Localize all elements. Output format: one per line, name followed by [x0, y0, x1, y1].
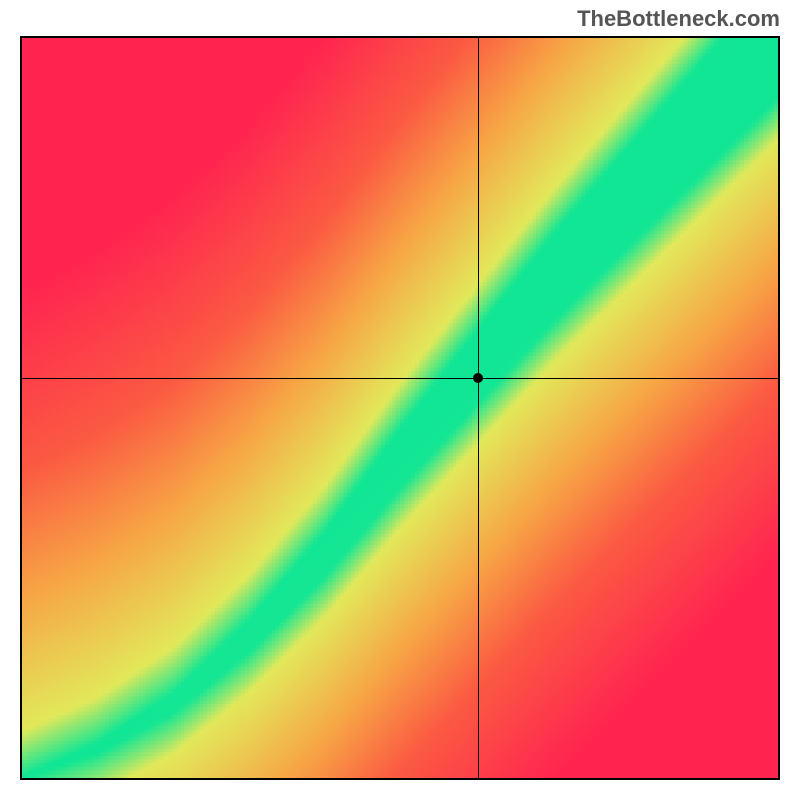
crosshair-marker — [473, 373, 483, 383]
chart-container: TheBottleneck.com — [0, 0, 800, 800]
crosshair-horizontal — [22, 378, 778, 379]
watermark-text: TheBottleneck.com — [577, 6, 780, 32]
heatmap-canvas — [22, 38, 778, 778]
crosshair-vertical — [478, 38, 479, 778]
plot-area — [20, 36, 780, 780]
